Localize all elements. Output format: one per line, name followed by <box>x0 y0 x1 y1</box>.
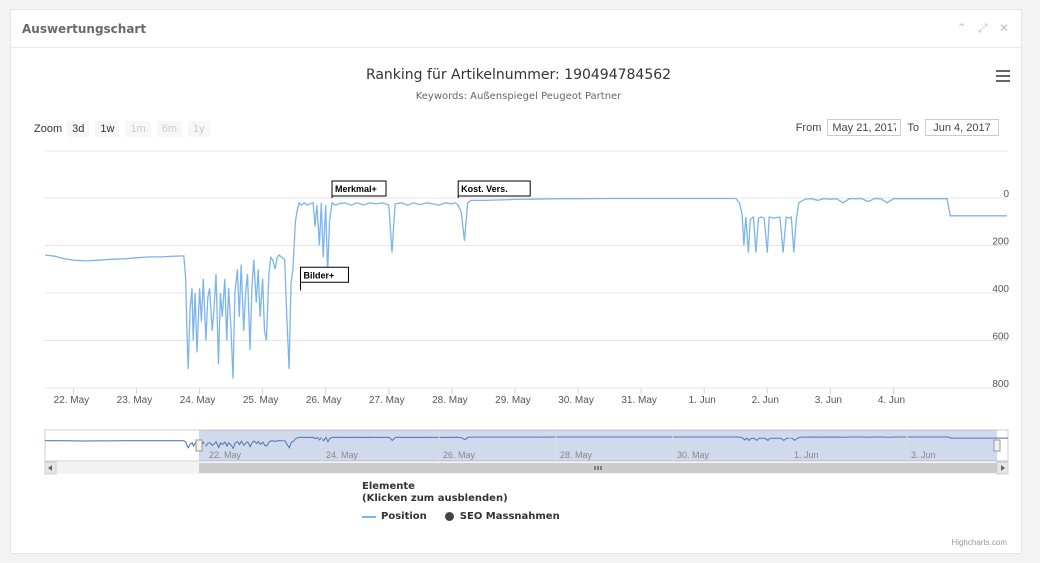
zoom-1m-button[interactable]: 1m <box>125 121 151 137</box>
x-tick-label: 4. Jun <box>878 395 905 406</box>
legend-subtitle: (Klicken zum ausblenden) <box>362 493 508 504</box>
zoom-label: Zoom <box>34 123 63 135</box>
scroll-left-arrow-icon <box>48 465 52 471</box>
flag-box <box>457 180 531 197</box>
navigator-tick-label: 3. Jun <box>911 450 936 460</box>
flag-label: Bilder+ <box>303 270 334 280</box>
x-tick-label: 30. May <box>558 395 594 406</box>
circle-swatch-icon <box>444 512 454 521</box>
chart-subtitle: Keywords: Außenspiegel Peugeot Partner <box>415 91 622 102</box>
legend-item-position[interactable]: Position <box>362 511 427 522</box>
x-tick-label: 29. May <box>495 395 531 406</box>
series-line-position <box>44 197 1007 379</box>
x-tick-label: 22. May <box>54 395 90 406</box>
x-tick-label: 31. May <box>621 395 657 406</box>
chart-panel: Auswertungschart ⌃ ⤢ ✕ 0 200 400 600 800 22. … <box>10 9 1022 554</box>
flag-box <box>299 266 349 283</box>
chart-area: 0 200 400 600 800 22. May 23. May 24. May 25. Ma… <box>22 55 1015 547</box>
navigator-tick-label: 1. Jun <box>794 450 819 460</box>
navigator-tick-label: 24. May <box>326 450 359 460</box>
zoom-1w-button[interactable]: 1w <box>95 121 120 137</box>
navigator-series <box>44 436 1008 450</box>
navigator-mask <box>199 430 997 461</box>
panel-tools: ⌃ ⤢ ✕ <box>957 21 1013 36</box>
navigator-tick-label: 30. May <box>677 450 710 460</box>
credits-link[interactable]: Highcharts.com <box>951 538 1007 547</box>
x-tick-label: 24. May <box>180 395 216 406</box>
panel-title: Auswertungschart <box>22 22 147 36</box>
from-label: From <box>795 121 822 134</box>
x-tick-label: 27. May <box>369 395 405 406</box>
legend-label: SEO Massnahmen <box>459 511 560 522</box>
to-date-input[interactable] <box>925 119 999 136</box>
legend-label: Position <box>381 511 427 522</box>
chart-svg: 0 200 400 600 800 22. May 23. May 24. May 25. Ma… <box>44 150 1009 475</box>
scrollbar-grip-icon <box>594 466 602 470</box>
flag-box <box>331 180 387 197</box>
seo-flag: Bilder+ <box>299 266 349 291</box>
y-tick-label: 200 <box>992 237 1009 248</box>
y-tick-label: 400 <box>992 284 1009 295</box>
flag-label: Merkmal+ <box>335 184 377 194</box>
scroll-right-arrow-icon <box>1001 465 1005 471</box>
seo-flag: Merkmal+ <box>331 180 387 198</box>
legend-item-seo[interactable]: SEO Massnahmen <box>444 511 560 522</box>
x-tick-label: 23. May <box>117 395 153 406</box>
navigator-tick-label: 26. May <box>443 450 476 460</box>
legend-title: Elemente <box>362 481 415 492</box>
date-range: From To <box>796 119 1005 136</box>
zoom-6m-button[interactable]: 6m <box>156 121 182 137</box>
x-tick-label: 25. May <box>243 395 279 406</box>
zoom-1y-button[interactable]: 1y <box>188 121 210 137</box>
navigator-tick-label: 22. May <box>209 450 242 460</box>
y-tick-label: 600 <box>992 332 1009 343</box>
x-tick-label: 1. Jun <box>689 395 716 406</box>
close-icon[interactable]: ✕ <box>998 21 1013 35</box>
chart-title: Ranking für Artikelnummer: 190494784562 <box>365 67 672 83</box>
collapse-icon[interactable]: ⌃ <box>956 21 971 35</box>
expand-icon[interactable]: ⤢ <box>977 21 992 35</box>
x-tick-label: 28. May <box>432 395 468 406</box>
flag-label: Kost. Vers. <box>461 184 508 194</box>
x-tick-label: 3. Jun <box>815 395 842 406</box>
zoom-3d-button[interactable]: 3d <box>67 121 90 137</box>
y-tick-label: 800 <box>992 379 1009 390</box>
x-tick-label: 26. May <box>306 395 342 406</box>
line-swatch-icon <box>362 515 376 518</box>
x-tick-label: 2. Jun <box>752 395 779 406</box>
legend: Elemente (Klicken zum ausblenden) Positi… <box>362 481 578 522</box>
hamburger-menu-icon[interactable] <box>996 70 1010 83</box>
navigator-tick-label: 28. May <box>560 450 593 460</box>
to-label: To <box>907 121 919 134</box>
zoom-controls: Zoom 3d 1w 1m 6m 1y <box>34 121 216 137</box>
y-tick-label: 0 <box>1003 189 1009 200</box>
panel-header: Auswertungschart ⌃ ⤢ ✕ <box>11 10 1021 48</box>
navigator-handle[interactable] <box>993 439 1001 452</box>
seo-flag: Kost. Vers. <box>457 180 531 198</box>
navigator-handle[interactable] <box>195 439 203 452</box>
from-date-input[interactable] <box>827 119 902 136</box>
